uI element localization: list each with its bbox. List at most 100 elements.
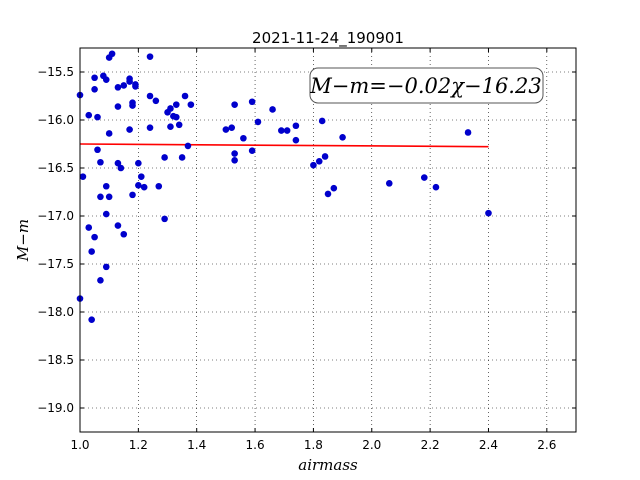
data-point: [102, 210, 110, 218]
data-point: [135, 159, 142, 167]
axis-ticks: [79, 48, 576, 432]
data-point: [91, 233, 98, 241]
data-point: [129, 191, 136, 199]
y-tick-label: −15.5: [37, 65, 74, 79]
fit-line: [79, 143, 489, 148]
data-point: [120, 230, 128, 238]
data-point: [146, 92, 154, 100]
data-point: [108, 50, 116, 58]
data-point: [146, 53, 154, 60]
data-point: [129, 99, 136, 107]
data-point: [155, 182, 163, 190]
data-point: [102, 76, 110, 83]
data-point: [102, 182, 110, 190]
data-point: [485, 209, 492, 217]
y-tick-label: −16.5: [37, 161, 74, 175]
data-point: [172, 113, 180, 121]
data-point: [184, 142, 192, 150]
data-point: [161, 154, 168, 161]
data-point: [126, 126, 133, 133]
data-point: [330, 184, 338, 192]
y-axis-label: M−m: [14, 219, 32, 262]
data-point: [248, 147, 256, 155]
data-point: [120, 82, 128, 89]
x-tick-label: 1.6: [246, 438, 265, 452]
x-tick-label: 1.2: [129, 438, 148, 452]
y-tick-label: −17.0: [37, 209, 74, 223]
data-point: [228, 124, 236, 131]
data-point: [385, 180, 393, 187]
x-tick-label: 1.4: [187, 438, 206, 452]
data-point: [91, 85, 98, 93]
y-tick-label: −19.0: [37, 401, 74, 415]
y-tick-label: −18.5: [37, 353, 74, 367]
fit-equation-text: M−m=−0.02χ−16.23: [309, 74, 541, 98]
data-point: [420, 174, 428, 181]
data-point: [105, 130, 113, 137]
data-point: [91, 74, 98, 82]
data-point: [85, 111, 93, 119]
data-point: [315, 157, 323, 165]
data-point: [339, 133, 346, 141]
x-tick-label: 2.2: [421, 438, 440, 452]
data-point: [137, 173, 145, 180]
y-tick-label: −17.5: [37, 257, 74, 271]
data-point: [167, 105, 174, 112]
data-point: [88, 316, 95, 323]
data-point: [114, 222, 122, 229]
data-point: [126, 78, 133, 85]
data-point: [432, 183, 440, 191]
axis-tick-labels: 1.0 1.2 1.4 1.6 1.8 2.0 2.2 2.4 2.6 −15.5 −16.0 −16…: [37, 65, 556, 452]
data-point: [135, 181, 142, 189]
data-point: [97, 277, 104, 284]
data-point: [248, 98, 256, 106]
data-point: [231, 101, 238, 108]
x-axis-label: airmass: [298, 456, 358, 474]
data-point: [97, 158, 104, 166]
data-point: [85, 224, 93, 231]
y-tick-label: −16.0: [37, 113, 74, 127]
data-point: [152, 97, 160, 105]
data-point: [324, 190, 332, 198]
data-point: [117, 164, 125, 172]
fit-equation-frame: [309, 67, 544, 104]
data-point: [132, 83, 139, 90]
x-tick-label: 2.6: [537, 438, 556, 452]
x-tick-label: 1.0: [70, 438, 89, 452]
data-point: [231, 150, 238, 157]
data-point: [292, 136, 300, 144]
data-point: [79, 173, 87, 180]
fit-line-group: [79, 143, 489, 148]
data-point: [172, 101, 180, 108]
data-point: [187, 101, 195, 108]
data-point: [278, 127, 285, 134]
data-point: [240, 134, 247, 142]
data-point: [114, 84, 122, 91]
data-point: [269, 106, 276, 113]
data-point: [464, 129, 472, 136]
data-point: [102, 263, 110, 271]
x-tick-label: 1.8: [304, 438, 323, 452]
data-point: [97, 193, 104, 201]
data-point: [94, 146, 101, 154]
data-point: [292, 122, 300, 130]
data-point: [222, 126, 230, 133]
data-point: [231, 157, 238, 164]
data-point: [140, 183, 148, 191]
data-point: [175, 121, 183, 129]
data-point: [318, 117, 326, 125]
data-point: [146, 124, 154, 131]
data-point: [161, 215, 168, 223]
data-point: [105, 193, 113, 201]
plot-frame: [79, 47, 577, 433]
chart-title: 2021-11-24_190901: [252, 29, 404, 48]
data-point: [114, 103, 122, 110]
fit-equation-box: M−m=−0.02χ−16.23: [309, 67, 544, 104]
data-points: [76, 50, 492, 323]
data-point: [283, 127, 291, 134]
data-point: [321, 153, 329, 160]
data-point: [181, 92, 189, 100]
x-tick-label: 2.0: [362, 438, 381, 452]
y-tick-label: −18.0: [37, 305, 74, 319]
